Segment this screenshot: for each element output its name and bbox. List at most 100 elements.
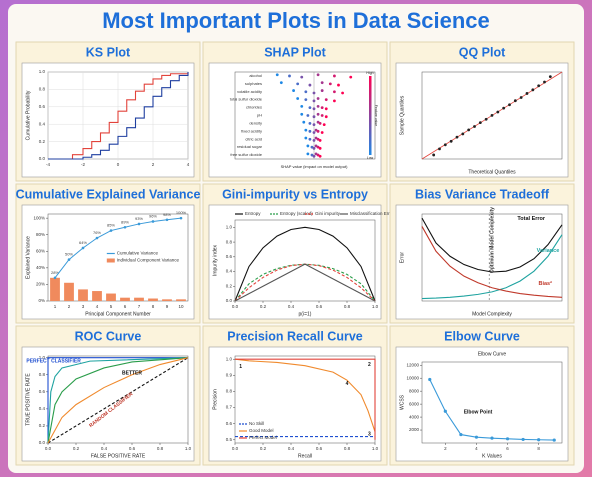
- point: [312, 146, 316, 150]
- y-tick-label: 0.4: [226, 269, 233, 274]
- point: [519, 96, 523, 99]
- y-tick-label: 1.0: [39, 69, 46, 74]
- feature-label: free sulfur dioxide: [230, 152, 262, 157]
- value-label: 93%: [135, 216, 143, 221]
- point: [306, 114, 310, 117]
- point: [296, 82, 300, 86]
- plot-frame: [395, 204, 569, 320]
- colorbar: [369, 76, 372, 155]
- feature-label: citric acid: [245, 136, 262, 141]
- point: [314, 144, 318, 148]
- point: [304, 136, 308, 140]
- annotation: 2: [368, 362, 371, 368]
- series-line: [234, 358, 376, 432]
- panel-title: ROC Curve: [75, 329, 142, 343]
- x-tick-label: 0.4: [288, 304, 295, 309]
- y-axis-label: Explained Variance: [25, 236, 31, 279]
- x-tick-label: 0.6: [129, 446, 136, 451]
- point: [508, 103, 511, 107]
- point: [316, 145, 320, 149]
- point: [279, 81, 283, 85]
- panel-title: SHAP Plot: [264, 45, 326, 59]
- point: [320, 106, 324, 109]
- point: [322, 123, 326, 127]
- x-tick-label: -4: [46, 162, 50, 167]
- y-axis-label: Precision: [212, 389, 218, 410]
- point: [316, 73, 320, 77]
- point: [318, 122, 322, 125]
- x-tick-label: 4: [187, 162, 190, 167]
- panel-title: Bias Variance Tradeoff: [415, 187, 550, 201]
- feature-label: chlorides: [246, 105, 262, 110]
- x-axis-label: p(i=1): [299, 311, 312, 317]
- value-label: 28%: [51, 270, 59, 275]
- x-tick-label: 0.4: [288, 446, 295, 451]
- point: [304, 90, 308, 94]
- x-tick-label: 4: [96, 304, 99, 309]
- point: [531, 88, 535, 92]
- colorbar-low: Low: [367, 156, 374, 160]
- series-line: [47, 357, 189, 444]
- annotation: Elbow Point: [464, 410, 493, 416]
- point: [525, 92, 529, 95]
- x-tick-label: 6: [506, 446, 509, 451]
- series-line: [234, 263, 376, 302]
- legend-label: Gini impurity: [315, 211, 341, 216]
- annotation: BETTER: [122, 371, 142, 377]
- point: [314, 128, 318, 132]
- y-axis-label: TRUE POSITIVE RATE: [25, 373, 31, 426]
- point: [316, 112, 320, 116]
- point: [308, 129, 312, 133]
- x-tick-label: 0.8: [157, 446, 164, 451]
- point: [324, 107, 328, 111]
- annotation: 3: [368, 432, 371, 438]
- plot-frame: [395, 346, 569, 462]
- value-label: 50%: [65, 252, 73, 257]
- point: [312, 154, 316, 158]
- plot-frame: [208, 346, 382, 462]
- point: [449, 139, 453, 143]
- legend-label: Cumulative Variance: [117, 251, 159, 256]
- point: [490, 113, 494, 117]
- point: [320, 131, 324, 134]
- y-tick-label: 0.2: [39, 139, 46, 144]
- x-tick-label: 8: [152, 304, 155, 309]
- y-tick-label: 0.2: [39, 423, 46, 428]
- value-label: 89%: [121, 219, 129, 224]
- bar: [162, 299, 172, 301]
- point: [310, 145, 314, 149]
- x-tick-label: 2: [68, 304, 71, 309]
- feature-label: sulphates: [245, 81, 262, 86]
- series-line: [47, 357, 189, 444]
- feature-label: pH: [257, 113, 262, 118]
- x-tick-label: 8: [537, 446, 540, 451]
- bar: [148, 298, 158, 301]
- y-tick-label: 12000: [406, 362, 419, 367]
- series-line: [48, 72, 189, 160]
- point: [314, 136, 318, 140]
- point: [548, 75, 552, 79]
- point: [432, 153, 436, 157]
- legend-label: Good Model: [249, 428, 274, 433]
- point: [300, 112, 304, 116]
- x-axis-label: FALSE POSITIVE RATE: [91, 453, 146, 459]
- point: [316, 129, 320, 133]
- y-tick-label: 0.8: [39, 372, 46, 377]
- point: [308, 122, 312, 125]
- point: [306, 144, 310, 148]
- point: [312, 91, 316, 95]
- panel-title: Cumulative Explained Variance: [16, 187, 201, 201]
- point: [312, 107, 316, 111]
- y-tick-label: 0.0: [226, 298, 233, 303]
- feature-label: residual sugar: [237, 144, 263, 149]
- point: [288, 74, 291, 78]
- series-line: [47, 357, 188, 443]
- panel-title: Gini-impurity vs Entropy: [222, 187, 368, 201]
- point: [473, 125, 476, 128]
- y-axis-label: Impurity index: [212, 244, 218, 276]
- point: [513, 99, 517, 103]
- annotation: Optimum Model Complexity: [489, 207, 495, 273]
- legend-label: Entropy: [245, 211, 261, 216]
